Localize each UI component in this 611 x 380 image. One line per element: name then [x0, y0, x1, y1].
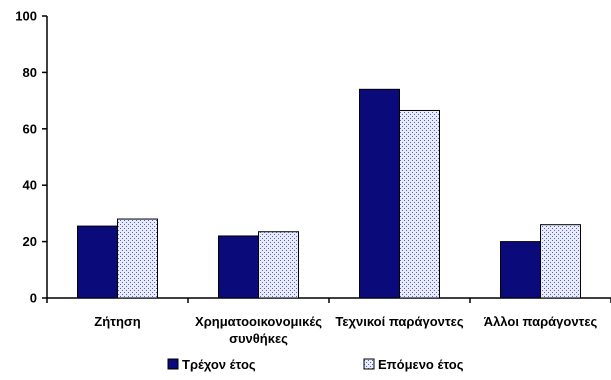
y-tick-label: 40	[23, 178, 37, 193]
category-label-line: Ζήτηση	[94, 314, 141, 329]
legend-swatch	[167, 358, 179, 370]
legend-swatch	[363, 358, 375, 370]
x-axis	[46, 297, 611, 303]
bars	[77, 88, 581, 299]
bar-current-year	[500, 241, 541, 299]
category-label-line: Χρηματοοικονομικές	[195, 314, 322, 329]
legend-label: Τρέχον έτος	[182, 357, 256, 372]
category-label: Άλλοι παράγοντες	[484, 314, 598, 329]
legend: Τρέχον έτος Επόμενο έτος	[167, 357, 464, 372]
bar-current-year	[77, 225, 118, 299]
bar-next-year	[540, 224, 581, 299]
category-label-line: Τεχνικοί παράγοντες	[335, 314, 463, 329]
y-tick-label: 100	[15, 9, 37, 24]
y-axis: 0 20 40 60 80 100	[15, 9, 48, 306]
y-tick-label: 20	[23, 234, 37, 249]
y-tick-label: 0	[30, 291, 37, 306]
bar-next-year	[117, 218, 158, 299]
bar-current-year	[218, 235, 259, 299]
y-tick-label: 60	[23, 121, 37, 136]
category-label: Ζήτηση	[94, 314, 141, 329]
bar-next-year	[258, 231, 299, 299]
category-label-line: Άλλοι παράγοντες	[484, 314, 598, 329]
bar-current-year	[359, 88, 400, 299]
legend-label: Επόμενο έτος	[378, 357, 464, 372]
category-label: Χρηματοοικονομικές συνθήκες	[195, 314, 322, 346]
y-tick-label: 80	[23, 65, 37, 80]
category-label-line: συνθήκες	[229, 331, 288, 346]
category-labels: Ζήτηση Χρηματοοικονομικές συνθήκες Τεχνικοί…	[94, 314, 597, 346]
category-label: Τεχνικοί παράγοντες	[335, 314, 463, 329]
bar-next-year	[399, 109, 440, 299]
